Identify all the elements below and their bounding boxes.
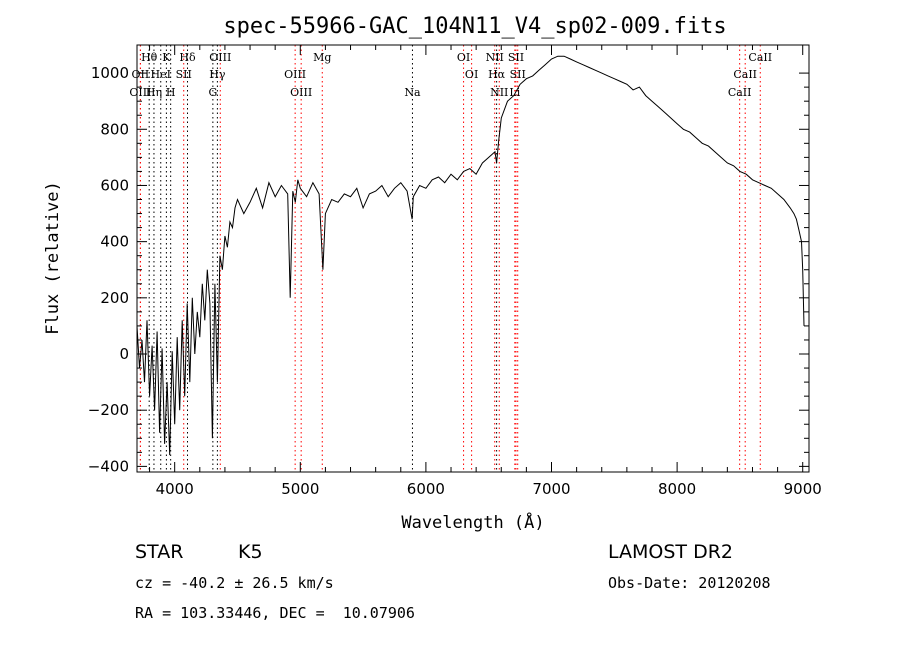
spectral-line-label: SII	[508, 51, 524, 64]
y-tick-label: 400	[100, 233, 129, 251]
y-axis-label: Flux (relative)	[43, 181, 63, 335]
y-tick-label: 1000	[91, 64, 129, 82]
subclass: K5	[238, 541, 263, 563]
y-tick-label: −200	[88, 401, 129, 419]
spectral-line-label: OII	[132, 68, 150, 81]
y-tick-label: 600	[100, 176, 129, 194]
spectral-line-label: Mg	[313, 51, 331, 64]
y-tick-label: 200	[100, 289, 129, 307]
spectral-line-label: OI	[465, 68, 478, 81]
x-tick-label: 7000	[532, 480, 570, 498]
spectral-line-label: SII	[510, 68, 526, 81]
x-tick-label: 6000	[407, 480, 445, 498]
y-tick-label: −400	[88, 457, 129, 475]
spectral-line-label: Hα	[488, 68, 506, 81]
object-class: STAR	[135, 541, 184, 563]
spectral-line-label: OI	[457, 51, 470, 64]
survey-name: LAMOST DR2	[608, 541, 733, 563]
spectral-line-label: NII	[486, 51, 504, 64]
spectral-line-label: CaII	[733, 68, 757, 81]
spectral-line-label: Hθ	[141, 51, 158, 64]
coordinates: RA = 103.33446, DEC = 10.07906	[135, 604, 415, 622]
spectral-line-label: Hη	[146, 86, 162, 99]
x-axis-label: Wavelength (Å)	[401, 511, 544, 533]
spectrum-line	[136, 55, 805, 456]
spectral-line-label: SII	[176, 68, 192, 81]
x-tick-label: 8000	[658, 480, 696, 498]
spectral-line-label: Hγ	[209, 68, 226, 81]
spectral-line-label: K	[162, 51, 171, 64]
spectral-line-label: OIII	[290, 86, 312, 99]
spectral-line-label: G	[208, 86, 217, 99]
x-tick-label: 9000	[784, 480, 822, 498]
spectral-line-label: NII	[490, 86, 508, 99]
chart-title: spec-55966-GAC_104N11_V4_sp02-009.fits	[223, 14, 726, 39]
redshift-cz: cz = -40.2 ± 26.5 km/s	[135, 574, 334, 592]
axis-ticks-layer: 4000 5000 6000 7000 8000 9000 −400 −200 0 200 400 6…	[88, 45, 822, 498]
plot-frame	[136, 44, 810, 473]
y-tick-label: 0	[119, 345, 129, 363]
x-tick-label: 4000	[156, 480, 194, 498]
spectral-line-label: H	[166, 86, 176, 99]
spectral-line-label: CaII	[748, 51, 772, 64]
spectral-line-label: Na	[404, 86, 421, 99]
spectral-line-label: OIII	[209, 51, 231, 64]
spectral-line-label: HeI	[151, 68, 171, 81]
spectral-line-label: Hδ	[179, 51, 196, 64]
y-tick-label: 800	[100, 120, 129, 138]
x-tick-label: 5000	[281, 480, 319, 498]
spectral-line-label: CaII	[728, 86, 752, 99]
obs-date: Obs-Date: 20120208	[608, 574, 771, 592]
spectral-line-label: OIII	[284, 68, 306, 81]
spectral-lines-layer	[139, 45, 761, 472]
spectral-line-label: Li	[509, 86, 520, 99]
spectral-line-label: OIII	[129, 86, 151, 99]
